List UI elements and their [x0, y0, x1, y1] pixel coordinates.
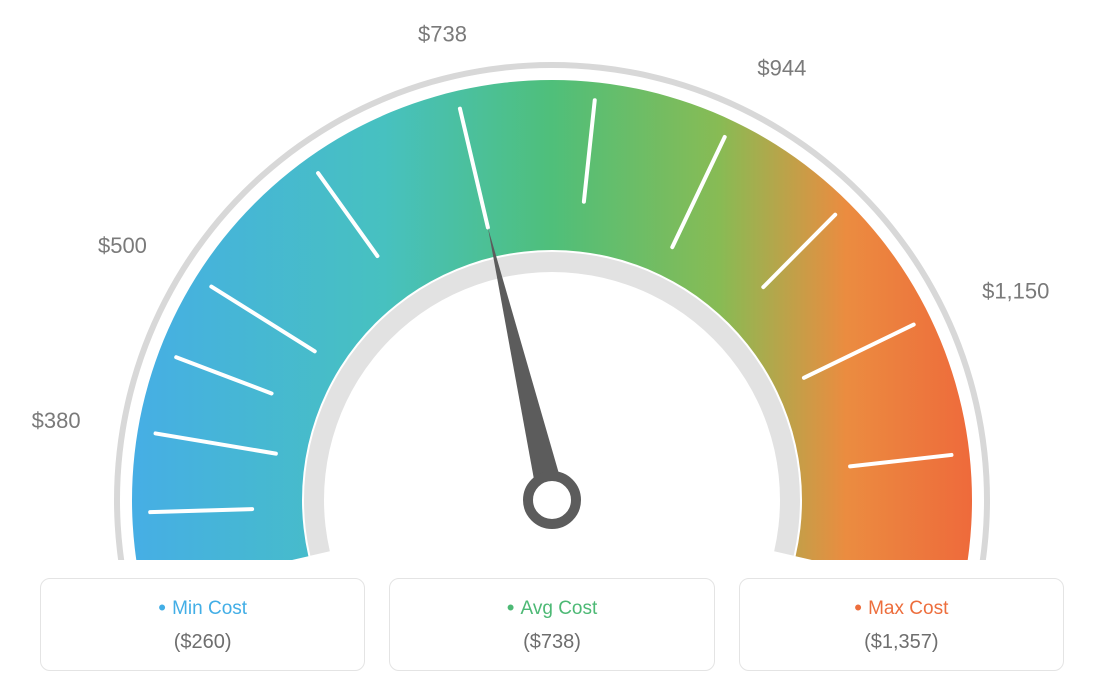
legend-card-min: Min Cost ($260)	[40, 578, 365, 671]
legend-avg-label: Avg Cost	[402, 595, 701, 621]
legend-card-avg: Avg Cost ($738)	[389, 578, 714, 671]
svg-text:$500: $500	[98, 233, 147, 258]
svg-text:$380: $380	[32, 408, 81, 433]
svg-text:$1,150: $1,150	[982, 278, 1049, 303]
legend-card-max: Max Cost ($1,357)	[739, 578, 1064, 671]
cost-gauge: $260$380$500$738$944$1,150$1,357	[0, 0, 1104, 560]
legend-max-label: Max Cost	[752, 595, 1051, 621]
legend-row: Min Cost ($260) Avg Cost ($738) Max Cost…	[0, 578, 1104, 671]
svg-text:$944: $944	[757, 55, 806, 80]
gauge-svg: $260$380$500$738$944$1,150$1,357	[0, 0, 1104, 560]
legend-min-label: Min Cost	[53, 595, 352, 621]
legend-min-value: ($260)	[53, 631, 352, 654]
legend-max-value: ($1,357)	[752, 631, 1051, 654]
svg-text:$738: $738	[418, 22, 467, 47]
legend-avg-value: ($738)	[402, 631, 701, 654]
